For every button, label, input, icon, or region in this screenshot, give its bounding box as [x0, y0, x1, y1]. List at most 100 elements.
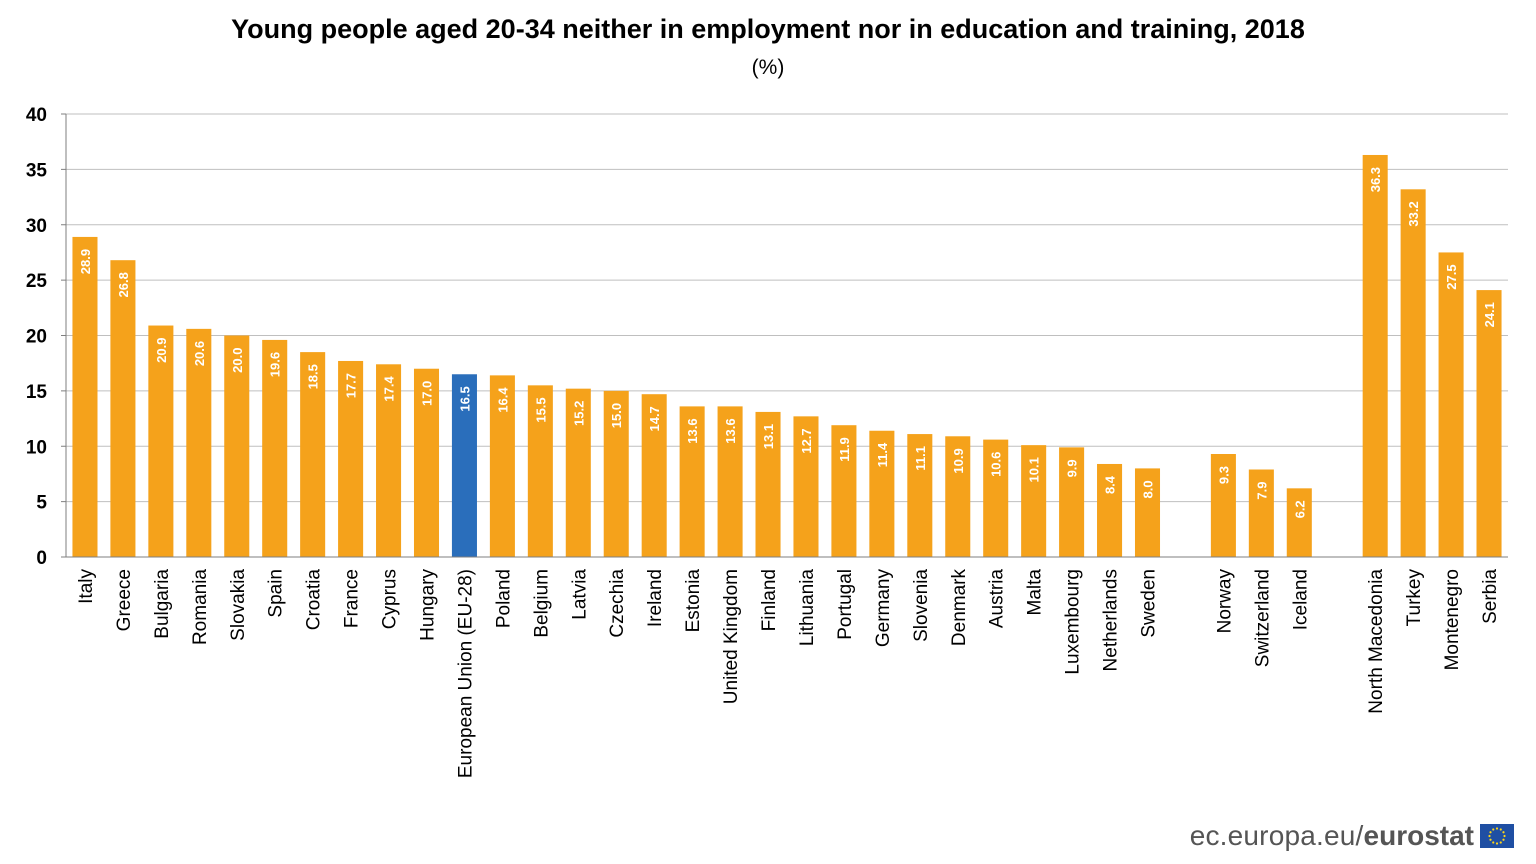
bar-value-label: 11.9	[837, 437, 852, 462]
bar	[224, 335, 250, 557]
bar	[1476, 290, 1502, 557]
x-category-label: Hungary	[418, 569, 439, 641]
eurostat-brand: eurostat	[1363, 820, 1474, 851]
bar-value-label: 33.2	[1406, 201, 1421, 226]
bar	[72, 236, 98, 557]
x-category-label: France	[342, 569, 363, 628]
bar	[262, 339, 288, 557]
bar-value-label: 16.5	[457, 386, 472, 411]
x-category-label: Montenegro	[1442, 569, 1463, 670]
bar	[451, 374, 477, 557]
chart-subtitle: (%)	[751, 56, 785, 79]
bar	[413, 368, 440, 557]
bar-value-label: 10.1	[1027, 457, 1042, 482]
y-tick-label: 5	[36, 493, 47, 514]
flag-star	[1495, 842, 1499, 845]
bar-value-label: 26.8	[116, 272, 131, 297]
flag-star	[1488, 834, 1491, 838]
x-category-label: Ireland	[645, 569, 666, 627]
source-url[interactable]: ec.europa.eu/	[1189, 820, 1364, 851]
flag-star	[1489, 831, 1492, 834]
bar-value-label: 10.6	[989, 452, 1004, 477]
x-category-label: Serbia	[1480, 569, 1501, 624]
bar-value-label: 17.7	[344, 373, 359, 398]
flag-star	[1492, 841, 1495, 844]
flag-star	[1499, 841, 1502, 844]
bar	[1059, 447, 1085, 557]
y-tick-label: 15	[26, 382, 48, 403]
bar	[755, 411, 781, 557]
y-tick-label: 20	[26, 327, 47, 348]
bar-value-label: 9.9	[1065, 459, 1080, 477]
x-category-label: Belgium	[531, 569, 552, 638]
bar-value-label: 17.0	[420, 381, 435, 406]
bar-value-label: 12.7	[799, 428, 814, 453]
bar-value-label: 9.3	[1216, 466, 1231, 484]
x-category-label: Sweden	[1139, 569, 1160, 638]
bar-value-label: 20.6	[192, 341, 207, 366]
bar-value-label: 11.4	[875, 442, 890, 467]
y-tick-label: 0	[36, 548, 47, 569]
x-category-label: Netherlands	[1101, 569, 1122, 671]
x-category-label: Switzerland	[1252, 569, 1273, 667]
axes	[61, 113, 1508, 558]
bar	[641, 394, 667, 557]
x-category-label: Finland	[759, 569, 780, 631]
bar-value-label: 36.3	[1368, 167, 1383, 192]
bar-value-label: 13.6	[685, 418, 700, 443]
bar-chart: 0 5 10 15 20 25 30 35 40 28.9 26.8 20.9 20.6 20.0 19.…	[26, 105, 1508, 779]
bar	[1210, 454, 1236, 557]
bar	[338, 360, 364, 557]
x-category-label: Latvia	[569, 569, 590, 620]
bar-value-label: 15.2	[571, 401, 586, 426]
x-category-label: Norway	[1214, 569, 1235, 634]
x-category-label: Italy	[76, 569, 97, 604]
x-category-label: Czechia	[607, 569, 628, 638]
bar	[1097, 463, 1123, 557]
x-category-label: Spain	[266, 569, 287, 618]
flag-star	[1502, 838, 1505, 841]
bar	[983, 439, 1009, 557]
x-category-label: European Union (EU-28)	[455, 569, 476, 778]
flag-star	[1499, 828, 1502, 831]
y-tick-label: 10	[26, 437, 47, 458]
chart-title: Young people aged 20-34 neither in emplo…	[231, 14, 1305, 44]
bar	[489, 375, 515, 557]
x-axis-labels: Italy Greece Bulgaria Romania Slovakia Spain C…	[76, 569, 1501, 779]
bar	[831, 425, 857, 557]
bar	[793, 416, 819, 557]
flag-star	[1492, 828, 1495, 831]
bar	[110, 260, 136, 557]
x-category-label: Estonia	[683, 569, 704, 633]
flag-star	[1503, 834, 1506, 838]
x-category-label: Cyprus	[380, 569, 401, 629]
bar-value-label: 20.0	[230, 348, 245, 373]
flag-star	[1502, 831, 1505, 834]
x-category-label: Denmark	[949, 569, 970, 647]
bar-value-label: 27.5	[1444, 264, 1459, 289]
x-category-label: Bulgaria	[152, 569, 173, 639]
bar	[300, 352, 326, 557]
bar-value-label: 8.4	[1103, 475, 1118, 494]
x-category-label: Iceland	[1290, 569, 1311, 630]
y-tick-label: 35	[26, 160, 48, 181]
x-category-label: Germany	[873, 569, 894, 648]
bar	[1400, 189, 1426, 557]
value-labels: 28.9 26.8 20.9 20.6 20.0 19.6 18.5 17.7 17.4 17.0…	[78, 167, 1497, 518]
bar	[945, 436, 971, 557]
x-category-label: Croatia	[304, 569, 325, 631]
flag-star	[1495, 827, 1499, 830]
y-tick-label: 25	[26, 271, 48, 292]
bar	[148, 325, 174, 557]
x-category-label: Portugal	[835, 569, 856, 640]
bar	[565, 388, 591, 557]
bar	[376, 364, 402, 557]
x-category-label: Slovenia	[911, 569, 932, 642]
bars	[72, 154, 1502, 558]
bar-value-label: 6.2	[1292, 500, 1307, 518]
footer: ec.europa.eu/eurostat	[1190, 820, 1514, 852]
bar-value-label: 17.4	[382, 376, 397, 402]
bar-value-label: 20.9	[154, 338, 169, 363]
bar	[869, 430, 895, 557]
x-category-label: Poland	[493, 569, 514, 628]
